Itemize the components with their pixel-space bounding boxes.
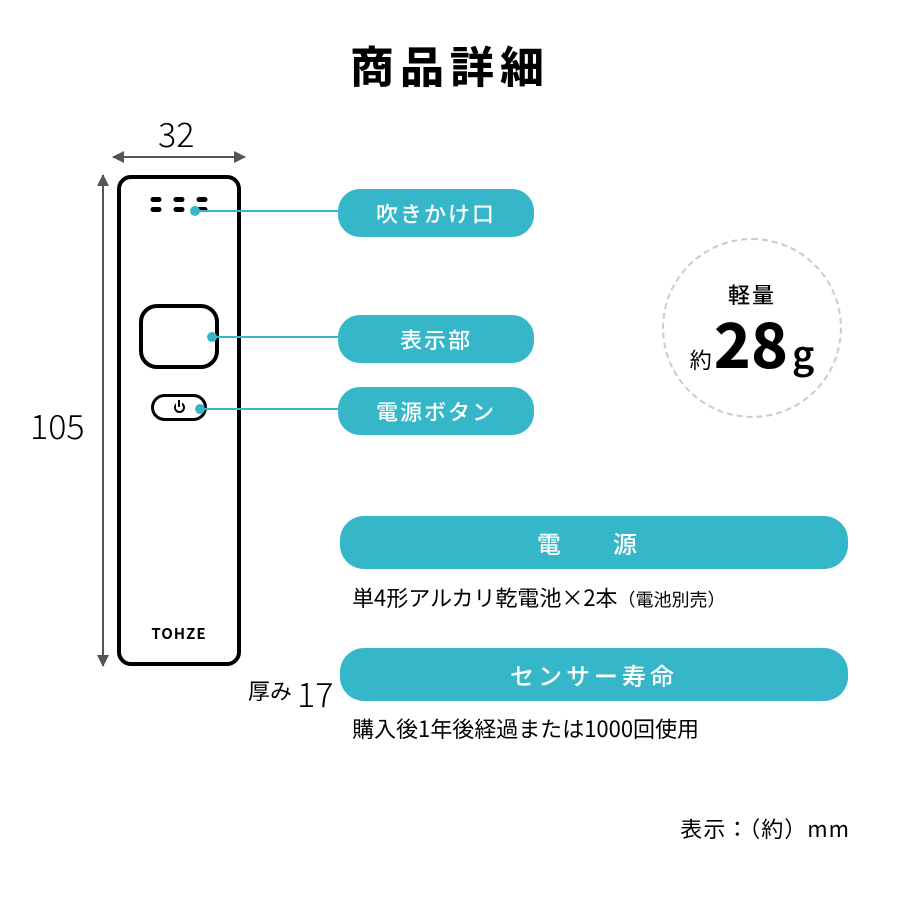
weight-unit: g <box>792 324 814 379</box>
page-title: 商品詳細 <box>0 32 900 96</box>
weight-value: 28 <box>714 310 788 372</box>
spec-sensor-value: 購入後1年後経過または1000回使用 <box>352 712 699 744</box>
unit-note: 表示：（約）mm <box>680 812 850 844</box>
width-dimension-line <box>113 156 245 158</box>
callout-power-button: 電源ボタン <box>338 387 534 435</box>
thickness-value: 17 <box>297 668 333 717</box>
spec-power-note: （電池別売） <box>618 586 726 612</box>
callout-blow-port: 吹きかけ口 <box>338 189 534 237</box>
device-outline: TOHZE <box>117 175 241 666</box>
spec-power-main: 単4形アルカリ乾電池×2本 <box>352 581 618 613</box>
width-value: 32 <box>158 108 194 157</box>
leader-line-2 <box>215 336 338 338</box>
height-dimension-line <box>102 175 104 666</box>
weight-badge: 軽量 約 28 g <box>662 238 842 418</box>
brand-label: TOHZE <box>121 623 237 644</box>
weight-approx: 約 <box>690 343 712 375</box>
callout-display: 表示部 <box>338 315 534 363</box>
power-icon <box>174 402 185 413</box>
spec-power-value: 単4形アルカリ乾電池×2本（電池別売） <box>352 581 726 613</box>
leader-line-3 <box>203 408 338 410</box>
spec-power-title: 電 源 <box>340 516 848 569</box>
spec-sensor-title: センサー寿命 <box>340 648 848 701</box>
leader-line-1 <box>198 210 338 212</box>
height-value: 105 <box>30 400 85 449</box>
thickness-label: 厚み <box>248 674 292 706</box>
